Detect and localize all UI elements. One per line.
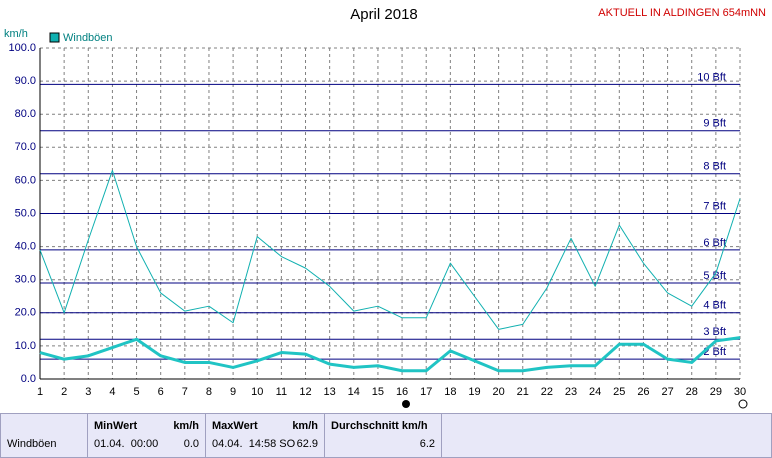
x-tick-label: 8 [206,386,212,398]
x-tick-label: 13 [324,386,336,398]
y-tick-label: 20.0 [15,307,36,319]
y-tick-label: 70.0 [15,141,36,153]
x-tick-label: 10 [251,386,263,398]
x-tick-label: 18 [444,386,456,398]
x-tick-label: 5 [133,386,139,398]
y-tick-label: 60.0 [15,174,36,186]
beaufort-label: 3 Bft [703,326,726,338]
y-tick-label: 10.0 [15,340,36,352]
x-tick-label: 7 [182,386,188,398]
chart: April 2018 AKTUELL IN ALDINGEN 654mNN km… [4,6,766,409]
x-tick-label: 27 [661,386,673,398]
x-tick-label: 20 [492,386,504,398]
series-line [39,169,741,330]
x-tick-label: 11 [276,386,287,398]
beaufort-label: 8 Bft [703,161,726,173]
x-tick-label: 15 [372,386,384,398]
y-tick-label: 0.0 [21,373,36,385]
x-tick-label: 28 [686,386,698,398]
x-tick-label: 2 [61,386,67,398]
min-cell: MinWert km/h 01.04. 00:00 0.0 [87,413,206,458]
y-tick-label: 80.0 [15,108,36,120]
station: AKTUELL IN ALDINGEN 654mNN [598,7,766,19]
x-tick-label: 1 [37,386,43,398]
x-tick-label: 3 [85,386,91,398]
x-tick-label: 23 [565,386,577,398]
legend-swatch [49,32,60,43]
x-tick-label: 22 [541,386,553,398]
chart-title: April 2018 [350,6,418,23]
x-tick-label: 26 [637,386,649,398]
value: 62.9 [296,438,318,450]
x-tick-label: 29 [710,386,722,398]
x-tick-label: 25 [613,386,625,398]
x-tick-label: 9 [230,386,236,398]
x-tick-label: 21 [517,386,529,398]
y-unit: km/h [4,28,28,40]
beaufort-label: 5 Bft [703,270,726,282]
series-line [39,336,741,373]
marker [738,399,748,409]
value: 6.2 [419,438,435,450]
empty-cell [441,413,772,458]
beaufort-label: 2 Bft [703,346,726,358]
time: 01.04. 00:00 [94,438,159,450]
y-tick-label: 40.0 [15,241,36,253]
x-tick-label: 30 [734,386,746,398]
time: 04.04. 14:58 SO [212,438,296,450]
header: MinWert [94,420,138,432]
unit: km/h [292,420,318,432]
row-label: Windböen [7,438,57,450]
stats-label-cell: Windböen [0,413,88,458]
x-tick-label: 16 [396,386,408,398]
x-tick-label: 14 [348,386,360,398]
x-tick-label: 6 [158,386,164,398]
header: Durchschnitt km/h [331,420,428,432]
x-tick-label: 17 [420,386,432,398]
x-tick-label: 12 [299,386,311,398]
avg-cell: Durchschnitt km/h 6.2 [324,413,442,458]
beaufort-label: 6 Bft [703,237,726,249]
y-tick-label: 50.0 [15,207,36,219]
x-tick-label: 19 [468,386,480,398]
unit: km/h [173,420,199,432]
y-tick-label: 90.0 [15,75,36,87]
x-tick-label: 24 [589,386,601,398]
marker [402,400,410,408]
header: MaxWert [212,420,258,432]
y-tick-label: 100.0 [8,42,36,54]
value: 0.0 [183,438,199,450]
beaufort-label: 10 Bft [697,71,726,83]
y-tick-label: 30.0 [15,274,36,286]
beaufort-label: 4 Bft [703,300,726,312]
x-tick-label: 4 [109,386,115,398]
legend-label: Windböen [63,32,113,44]
beaufort-label: 7 Bft [703,200,726,212]
max-cell: MaxWert km/h 04.04. 14:58 SO 62.9 [205,413,325,458]
beaufort-label: 9 Bft [703,118,726,130]
